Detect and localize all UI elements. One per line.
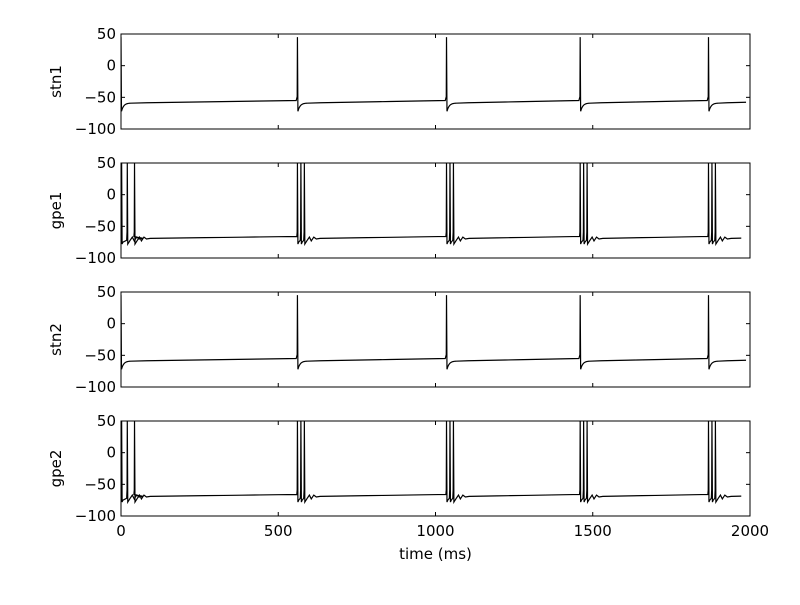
y-axis-label-gpe1: gpe1 (47, 192, 65, 230)
y-tick-label: −50 (84, 217, 116, 235)
voltage-trace-gpe1 (121, 163, 742, 247)
y-tick-label: −100 (75, 378, 116, 396)
x-tick-label: 500 (264, 522, 293, 540)
panel-stn2: 50 0 −50 −100 stn2 (47, 283, 751, 396)
y-tick-label: 0 (106, 315, 116, 333)
y-tick-label: −100 (75, 249, 116, 267)
panel-frame-stn2 (120, 291, 751, 388)
y-tick-label: 50 (97, 283, 116, 301)
y-tick-label: 0 (106, 57, 116, 75)
panel-gpe1: 50 0 −50 −100 gpe1 (47, 154, 751, 267)
y-tick-label: −50 (84, 346, 116, 364)
y-axis-label-stn1: stn1 (47, 65, 65, 98)
y-tick-label: 50 (97, 25, 116, 43)
y-tick-label: 0 (106, 444, 116, 462)
voltage-trace-gpe2 (121, 421, 742, 505)
x-axis-label: time (ms) (399, 545, 472, 563)
voltage-trace-stn1 (121, 37, 747, 112)
x-tick-label: 0 (116, 522, 126, 540)
panel-stn1: 50 0 −50 −100 stn1 (47, 25, 751, 138)
x-tick-label: 1500 (574, 522, 612, 540)
y-tick-label: 0 (106, 186, 116, 204)
y-axis-label-stn2: stn2 (47, 323, 65, 356)
y-tick-label: 50 (97, 154, 116, 172)
y-tick-label: −100 (75, 120, 116, 138)
panel-frame-gpe2 (120, 420, 751, 517)
y-tick-label: −50 (84, 88, 116, 106)
x-tick-label: 2000 (731, 522, 769, 540)
voltage-trace-stn2 (121, 295, 747, 370)
y-tick-label: −50 (84, 475, 116, 493)
y-axis-label-gpe2: gpe2 (47, 450, 65, 488)
panel-gpe2: 50 0 −50 −100 gpe2 (47, 412, 751, 525)
x-tick-label: 1000 (416, 522, 454, 540)
y-tick-label: 50 (97, 412, 116, 430)
y-tick-label: −100 (75, 507, 116, 525)
panel-frame-gpe1 (120, 162, 751, 259)
panel-frame-stn1 (120, 33, 751, 130)
